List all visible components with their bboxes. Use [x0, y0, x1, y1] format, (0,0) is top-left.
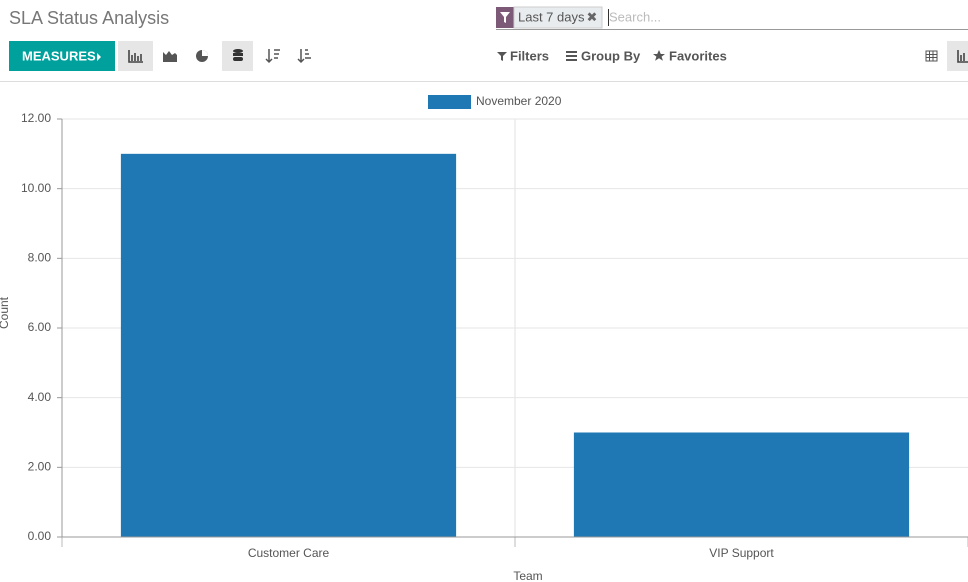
- filters-icon: [497, 52, 507, 61]
- filters-button[interactable]: Filters: [510, 48, 549, 63]
- x-tick-label: Customer Care: [248, 546, 330, 560]
- x-axis-label: Team: [513, 569, 542, 582]
- y-axis-label: Count: [0, 296, 11, 329]
- facet-label: Last 7 days: [518, 9, 585, 24]
- stack-icon: [233, 49, 243, 53]
- bar: [120, 153, 457, 538]
- sort-asc-button[interactable]: [297, 49, 311, 64]
- y-tick-label: 2.00: [28, 460, 52, 474]
- bar: [573, 432, 910, 537]
- favorites-icon: [652, 50, 665, 61]
- pivot-view-button[interactable]: [925, 50, 938, 62]
- facet[interactable]: [513, 6, 603, 29]
- graph-icon: [957, 50, 968, 63]
- stack-icon: [233, 57, 243, 61]
- search-input[interactable]: Search...: [609, 9, 661, 24]
- pie-icon: [202, 50, 208, 56]
- pivot-icon: [926, 51, 937, 61]
- facet-remove[interactable]: ✖: [587, 9, 598, 24]
- x-tick-label: VIP Support: [709, 546, 774, 560]
- y-tick-label: 4.00: [28, 390, 52, 404]
- stack-icon: [233, 53, 243, 56]
- sort-desc-button[interactable]: [265, 49, 280, 64]
- favorites-button[interactable]: Favorites: [669, 48, 727, 63]
- page-title: SLA Status Analysis: [9, 8, 169, 28]
- y-tick-label: 10.00: [21, 181, 51, 195]
- line-view-button[interactable]: [163, 51, 177, 62]
- caret-icon: [97, 53, 101, 61]
- filter-icon: [500, 12, 510, 23]
- measures-label: MEASURES: [22, 48, 96, 63]
- legend-label: November 2020: [476, 94, 562, 108]
- chart: Count Team 0.00 2.00 4.00 6.00 8.00 10.00 12.0…: [0, 94, 968, 582]
- group-icon: [566, 51, 577, 61]
- group-by-button[interactable]: Group By: [581, 48, 641, 63]
- y-tick-label: 6.00: [28, 320, 52, 334]
- y-tick-label: 8.00: [28, 251, 52, 265]
- y-tick-label: 0.00: [28, 529, 52, 543]
- y-tick-label: 12.00: [21, 111, 51, 125]
- bar-icon: [128, 50, 143, 63]
- legend-swatch: [428, 95, 471, 109]
